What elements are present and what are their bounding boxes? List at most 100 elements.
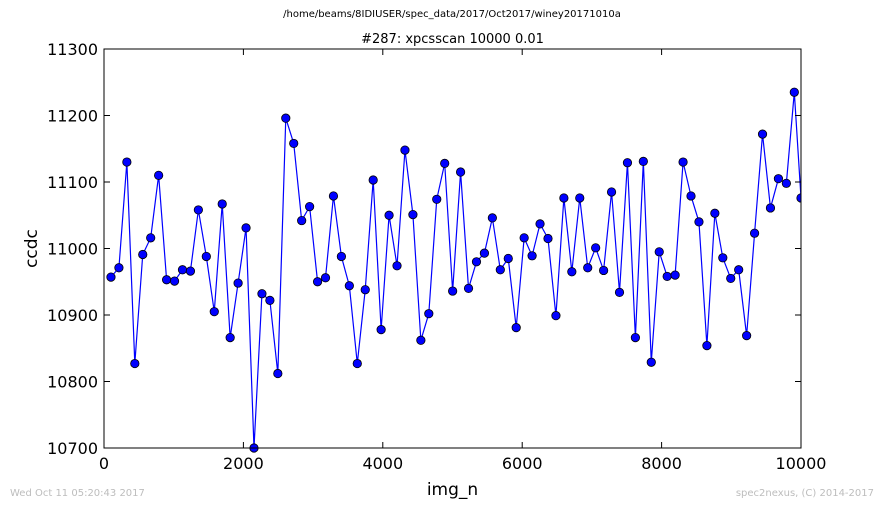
data-point (384, 210, 394, 220)
data-point (360, 285, 370, 295)
x-tick-label: 4000 (362, 454, 403, 473)
data-point (527, 251, 537, 261)
data-point (511, 323, 521, 333)
data-point (138, 249, 148, 260)
data-point (336, 251, 346, 262)
data-point (670, 270, 680, 280)
x-tick-label: 8000 (641, 454, 682, 473)
data-point (217, 199, 227, 209)
data-point (432, 194, 442, 204)
data-point (551, 311, 561, 321)
data-point (169, 276, 180, 286)
data-point (328, 191, 339, 201)
data-point (734, 265, 744, 275)
data-point (742, 331, 752, 341)
y-tick-label: 11000 (47, 240, 98, 259)
footer-credit: spec2nexus, (C) 2014-2017 (735, 488, 874, 499)
data-point (495, 265, 505, 275)
data-point (662, 271, 672, 282)
series-layer (106, 87, 801, 453)
data-point (519, 233, 529, 243)
y-tick-label: 10800 (47, 373, 98, 392)
chart-title: #287: xpcsscan 10000 0.01 (361, 32, 544, 47)
data-point (614, 287, 625, 297)
data-point (122, 157, 132, 167)
y-tick-label: 11300 (47, 40, 98, 59)
footer-timestamp: Wed Oct 11 05:20:43 2017 (10, 488, 145, 499)
x-tick-label: 6000 (502, 454, 543, 473)
data-point (130, 358, 140, 369)
data-point (789, 87, 799, 97)
data-point (654, 247, 664, 257)
x-axis-label: img_n (427, 480, 478, 500)
data-point (487, 213, 497, 223)
data-point (320, 273, 331, 283)
x-tick-label: 10000 (776, 454, 827, 473)
data-point (543, 233, 553, 244)
data-point (678, 157, 688, 167)
data-point (281, 113, 291, 123)
data-point (638, 156, 648, 166)
data-point (376, 325, 386, 335)
data-point (765, 203, 776, 213)
data-point (686, 191, 696, 201)
y-tick-label: 11100 (47, 173, 98, 192)
x-tick-label: 2000 (223, 454, 264, 473)
y-tick-label: 11200 (47, 107, 98, 126)
data-point (471, 257, 482, 267)
series-line (110, 92, 801, 449)
data-point (408, 209, 418, 220)
data-point (241, 223, 251, 233)
axes-layer (103, 48, 802, 449)
data-point (622, 158, 633, 168)
data-point (591, 243, 601, 253)
data-point (567, 267, 577, 277)
data-point (749, 228, 760, 238)
data-point (773, 174, 784, 184)
data-point (106, 272, 116, 282)
x-tick-label: 0 (99, 454, 109, 473)
data-point (646, 357, 656, 367)
data-point (599, 265, 609, 276)
data-point (503, 253, 513, 264)
data-point (559, 193, 569, 203)
data-point (606, 187, 617, 197)
data-point (233, 278, 243, 288)
data-point (440, 158, 450, 168)
data-point (424, 309, 434, 319)
data-point (726, 273, 736, 284)
data-point (305, 202, 315, 212)
data-point (368, 175, 378, 185)
data-point (781, 178, 791, 188)
figure-suptitle: /home/beams/8IDIUSER/spec_data/2017/Oct2… (283, 9, 621, 20)
data-point (630, 333, 640, 343)
y-tick-label: 10900 (47, 306, 98, 325)
data-point (273, 368, 283, 379)
data-point (312, 277, 323, 287)
data-point (146, 233, 156, 243)
y-tick-label: 10700 (47, 439, 98, 458)
data-point (479, 248, 490, 258)
data-point (718, 253, 728, 263)
data-point (154, 170, 164, 180)
data-point (344, 281, 354, 291)
data-point (392, 261, 402, 271)
plot-area (104, 49, 801, 448)
data-point (185, 266, 196, 276)
data-point (193, 205, 203, 215)
data-point (352, 358, 362, 369)
data-point (757, 129, 768, 139)
data-point (583, 263, 593, 273)
data-point (535, 219, 545, 229)
data-point (400, 145, 410, 155)
data-point (694, 217, 704, 227)
data-point (114, 263, 124, 273)
y-axis-label: ccdc (22, 229, 42, 268)
labels-layer: 0 2000 4000 6000 8000 10000 10700 10800 10900 110… (22, 32, 826, 500)
data-point (702, 340, 712, 351)
data-point (575, 193, 585, 203)
data-point (265, 295, 275, 305)
data-point (448, 286, 458, 296)
data-point (710, 208, 720, 218)
